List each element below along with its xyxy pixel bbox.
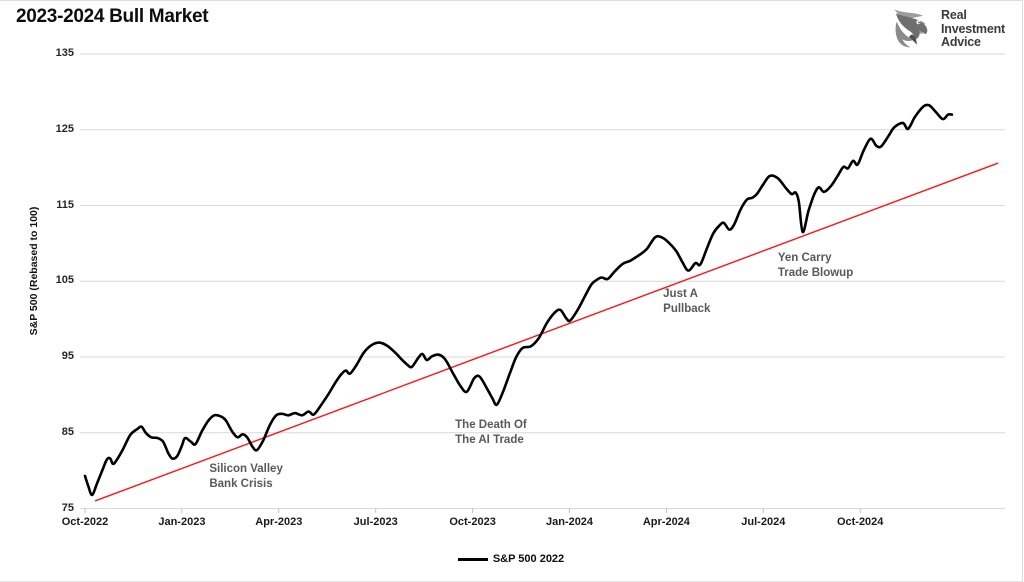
logo-line-3: Advice — [941, 35, 981, 49]
legend-line-swatch — [457, 557, 488, 561]
x-axis-tick-label: Oct-2024 — [836, 516, 884, 528]
x-axis-tick-label: Apr-2024 — [642, 516, 690, 528]
logo-line-2: Investment — [941, 21, 1005, 36]
annotation-line: Bank Crisis — [209, 478, 273, 491]
annotation-svb-crisis: Silicon Valley Bank Crisis — [209, 462, 283, 492]
gridlines — [80, 53, 1005, 509]
annotation-line: Just A — [663, 288, 698, 301]
annotation-line: Trade Blowup — [777, 266, 854, 279]
legend-label: S&P 500 2022 — [492, 553, 565, 565]
x-axis-tick-label: Jan-2023 — [158, 516, 206, 528]
y-axis-tick-label: 105 — [55, 274, 74, 287]
annotation-line: Silicon Valley — [209, 463, 283, 476]
annotation-line: Yen Carry — [777, 251, 832, 264]
eagle-icon — [894, 9, 928, 48]
chart-legend: S&P 500 2022 — [0, 553, 1022, 565]
ria-logo: Real Investment Advice — [888, 6, 1018, 54]
annotation-line: Pullback — [663, 303, 711, 316]
annotation-yen-carry: Yen Carry Trade Blowup — [778, 251, 853, 281]
chart-title: 2023-2024 Bull Market — [16, 6, 209, 27]
x-axis-tick-label: Oct-2023 — [449, 516, 496, 528]
x-axis-tick-label: Apr-2023 — [255, 516, 303, 528]
x-axis-tick-label: Jul-2024 — [741, 516, 786, 528]
annotation-ai-trade: The Death Of The AI Trade — [455, 418, 527, 448]
logo-text: Real Investment Advice — [941, 8, 1005, 50]
annotation-line: The AI Trade — [455, 434, 524, 447]
y-axis-tick-label: 135 — [55, 47, 74, 59]
y-axis-tick-label: 85 — [61, 425, 74, 438]
annotation-pullback: Just A Pullback — [663, 287, 710, 317]
bull-market-trendline — [94, 162, 999, 502]
x-axis-tick-label: Jan-2024 — [545, 516, 594, 528]
y-axis-tick-label: 125 — [55, 122, 74, 135]
x-axis-tick-label: Jul-2023 — [353, 516, 398, 528]
y-axis-tick-label: 115 — [56, 198, 74, 211]
sp500-price-line — [83, 103, 954, 497]
y-axis-tick-label: 95 — [61, 350, 74, 362]
x-axis-ticks — [84, 508, 861, 513]
logo-line-1: Real — [941, 8, 967, 22]
annotation-line: The Death Of — [455, 419, 527, 432]
x-axis-tick-label: Oct-2022 — [61, 516, 109, 528]
y-axis-tick-label: 75 — [61, 501, 74, 514]
